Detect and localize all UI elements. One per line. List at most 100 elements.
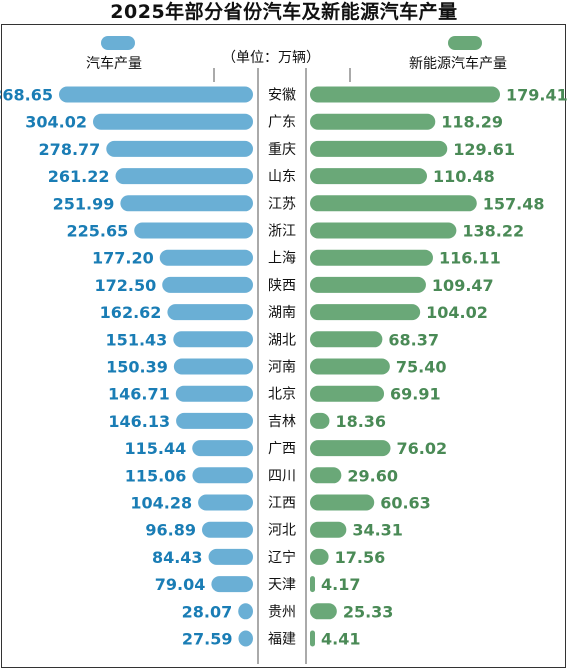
bar-left: [211, 576, 253, 593]
data-label-left: 172.50: [94, 276, 156, 295]
data-label-left: 115.06: [125, 466, 187, 485]
data-label-right: 110.48: [433, 167, 495, 186]
category-label: 四川: [268, 468, 296, 484]
bar-right: [310, 521, 347, 538]
bar-right: [310, 603, 337, 620]
bar-right: [310, 494, 375, 511]
bar-right: [310, 140, 448, 157]
bar-left: [93, 113, 254, 130]
data-label-right: 179.41: [506, 86, 568, 105]
category-label: 吉林: [268, 414, 296, 430]
bar-left: [167, 304, 253, 321]
unit-label: （单位：万辆）: [222, 50, 320, 66]
bar-right: [310, 195, 477, 212]
bar-left: [173, 331, 253, 348]
data-label-right: 25.33: [343, 602, 394, 621]
bar-left: [162, 276, 253, 293]
legend-swatch-right: [448, 36, 482, 50]
data-label-left: 151.43: [106, 330, 168, 349]
data-label-right: 109.47: [432, 276, 494, 295]
data-label-right: 18.36: [335, 412, 386, 431]
data-label-left: 225.65: [67, 222, 129, 241]
data-label-right: 116.11: [439, 249, 501, 268]
bar-left: [192, 440, 253, 457]
bar-right: [310, 358, 390, 375]
legend-label-left: 汽车产量: [86, 56, 142, 72]
category-label: 浙江: [268, 224, 296, 240]
bar-left: [120, 195, 254, 212]
data-label-right: 68.37: [388, 330, 439, 349]
chart-title: 2025年部分省份汽车及新能源汽车产量: [110, 1, 458, 23]
category-label: 辽宁: [268, 549, 296, 566]
bar-left: [176, 412, 253, 429]
data-label-left: 162.62: [100, 303, 162, 322]
bar-left: [106, 140, 253, 157]
data-label-right: 4.17: [321, 575, 360, 594]
category-label: 湖北: [268, 332, 296, 348]
data-label-left: 96.89: [145, 521, 196, 540]
chart-frame: [1, 24, 566, 668]
bar-left: [238, 603, 253, 620]
data-label-right: 34.31: [352, 521, 403, 540]
data-label-right: 76.02: [397, 439, 448, 458]
legend-swatch-left: [101, 36, 135, 50]
data-label-left: 261.22: [48, 167, 110, 186]
bar-right: [310, 168, 428, 185]
bar-right: [310, 276, 426, 293]
bar-left: [134, 222, 253, 239]
legend-label-right: 新能源汽车产量: [409, 56, 507, 72]
bar-left: [173, 358, 253, 375]
data-label-right: 17.56: [335, 548, 386, 567]
data-label-left: 146.13: [108, 412, 170, 431]
bar-right: [310, 304, 421, 321]
data-label-left: 115.44: [125, 439, 187, 458]
data-label-right: 104.02: [426, 303, 488, 322]
bar-left: [208, 548, 253, 565]
data-label-left: 304.02: [25, 113, 87, 132]
bar-right: [310, 548, 329, 565]
data-label-right: 118.29: [441, 113, 503, 132]
data-label-right: 129.61: [453, 140, 515, 159]
category-label: 湖南: [268, 305, 296, 321]
data-label-left: 27.59: [182, 630, 233, 649]
data-label-right: 157.48: [483, 194, 545, 213]
data-label-right: 29.60: [347, 466, 398, 485]
category-label: 山东: [268, 169, 296, 185]
data-label-right: 75.40: [396, 358, 447, 377]
data-label-left: 251.99: [53, 194, 115, 213]
category-label: 广东: [268, 115, 296, 131]
bar-left: [198, 494, 253, 511]
data-label-left: 104.28: [130, 494, 192, 513]
category-label: 天津: [268, 577, 296, 593]
category-label: 上海: [268, 251, 296, 267]
bar-right: [310, 331, 383, 348]
bar-left: [192, 467, 253, 484]
category-label: 福建: [268, 632, 296, 648]
bar-right: [310, 249, 433, 266]
category-label: 江西: [268, 496, 296, 512]
data-label-right: 4.41: [321, 630, 360, 649]
data-label-left: 278.77: [39, 140, 101, 159]
bar-left: [59, 86, 253, 103]
bar-right: [310, 630, 315, 647]
category-label: 广西: [268, 441, 296, 457]
category-label: 江苏: [268, 196, 296, 212]
data-label-left: 368.65: [0, 86, 53, 105]
category-label: 河南: [268, 360, 296, 376]
bar-left: [238, 630, 253, 647]
category-label: 安徽: [268, 88, 296, 104]
data-label-right: 60.63: [380, 494, 431, 513]
bar-right: [310, 113, 436, 130]
bar-right: [310, 385, 385, 402]
bar-right: [310, 576, 315, 593]
category-label: 北京: [268, 387, 296, 403]
bar-left: [202, 521, 253, 538]
bar-right: [310, 222, 457, 239]
category-label: 贵州: [268, 604, 296, 620]
bar-left: [175, 385, 253, 402]
bar-right: [310, 440, 391, 457]
data-label-left: 177.20: [92, 249, 154, 268]
data-label-left: 84.43: [152, 548, 203, 567]
bar-right: [310, 412, 330, 429]
